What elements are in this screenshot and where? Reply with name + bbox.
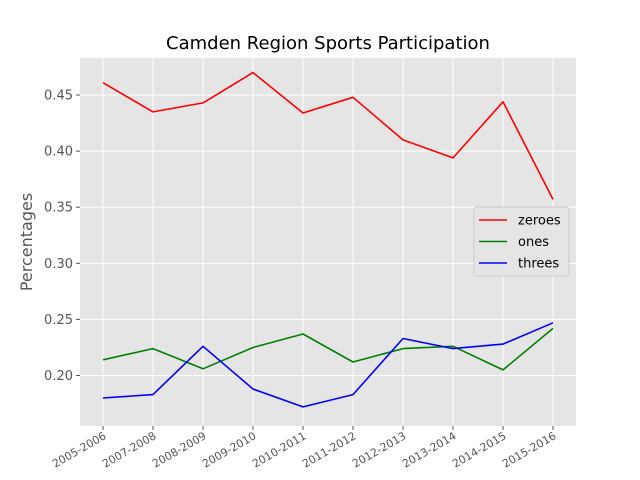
x-tick-label: 2012-2013: [350, 429, 408, 470]
x-tick-label: 2014-2015: [450, 429, 508, 470]
series-line-ones: [102, 327, 554, 371]
y-axis-ticks: 0.20 0.25 0.30 0.35 0.40 0.45: [44, 89, 80, 384]
series-lines: [102, 71, 554, 408]
legend-label-ones: ones: [518, 235, 549, 250]
y-tick-label: 0.45: [44, 89, 73, 104]
x-tick-label: 2005-2006: [50, 429, 108, 470]
series-line-zeroes: [102, 71, 554, 200]
y-tick-label: 0.25: [44, 313, 73, 328]
legend-label-zeroes: zeroes: [518, 214, 561, 229]
y-tick-label: 0.30: [44, 257, 73, 272]
y-tick-label: 0.35: [44, 201, 73, 216]
legend: zeroes ones threes: [473, 206, 570, 277]
y-axis-label: Percentages: [17, 193, 36, 291]
x-tick-label: 2011-2012: [300, 429, 358, 470]
x-tick-label: 2015-2016: [500, 429, 558, 470]
x-tick-label: 2007-2008: [100, 429, 158, 470]
x-tick-label: 2010-2011: [250, 429, 308, 470]
x-axis-ticks: 2005-20062007-20082008-20092009-20102010…: [50, 426, 559, 471]
x-tick-label: 2009-2010: [200, 429, 258, 470]
y-tick-label: 0.40: [44, 145, 73, 160]
x-tick-label: 2008-2009: [150, 429, 208, 470]
legend-label-threes: threes: [518, 257, 559, 272]
legend-box: [473, 206, 570, 277]
y-tick-label: 0.20: [44, 369, 73, 384]
x-tick-label: 2013-2014: [400, 429, 458, 470]
chart-title: Camden Region Sports Participation: [166, 33, 490, 54]
series-line-threes: [102, 322, 554, 408]
